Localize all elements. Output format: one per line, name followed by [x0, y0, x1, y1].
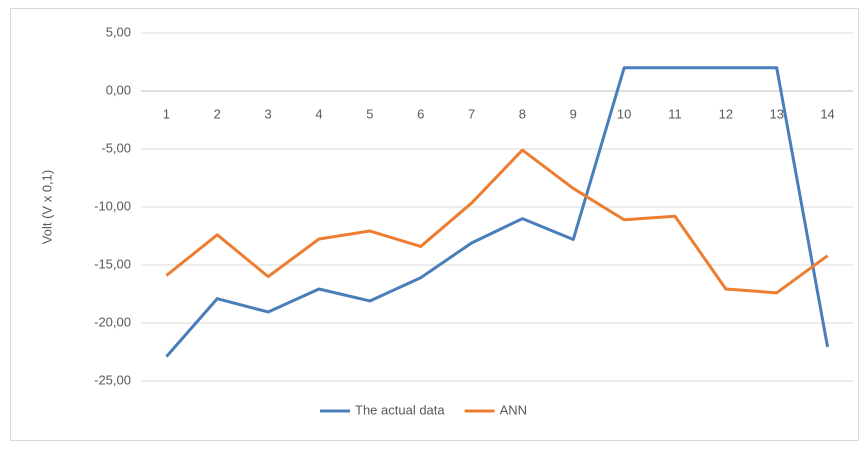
x-tick-label: 14 [820, 106, 834, 121]
data-line [165, 66, 830, 358]
x-tick-label: 6 [417, 106, 424, 121]
x-tick-label: 11 [668, 106, 682, 121]
legend-label: ANN [500, 402, 527, 417]
y-tick-label: -15,00 [94, 256, 131, 271]
chart-frame [10, 8, 859, 441]
x-tick-label: 8 [519, 106, 526, 121]
y-tick-label: 0,00 [106, 82, 131, 97]
data-line [165, 148, 829, 295]
x-tick-label: 7 [468, 106, 475, 121]
x-tick-label: 13 [769, 106, 783, 121]
y-tick-label: -25,00 [94, 372, 131, 387]
x-tick-label: 2 [214, 106, 221, 121]
y-tick-label: -5,00 [101, 140, 131, 155]
x-tick-label: 9 [570, 106, 577, 121]
y-tick-label: 5,00 [106, 24, 131, 39]
x-tick-label: 4 [315, 106, 322, 121]
x-tick-label: 12 [719, 106, 733, 121]
x-tick-label: 5 [366, 106, 373, 121]
y-axis-label: Volt (V x 0,1) [39, 170, 54, 244]
x-tick-label: 1 [163, 106, 170, 121]
x-tick-label: 10 [617, 106, 631, 121]
y-tick-label: -10,00 [94, 198, 131, 213]
y-tick-label: -20,00 [94, 314, 131, 329]
x-tick-label: 3 [265, 106, 272, 121]
legend-label: The actual data [355, 402, 445, 417]
